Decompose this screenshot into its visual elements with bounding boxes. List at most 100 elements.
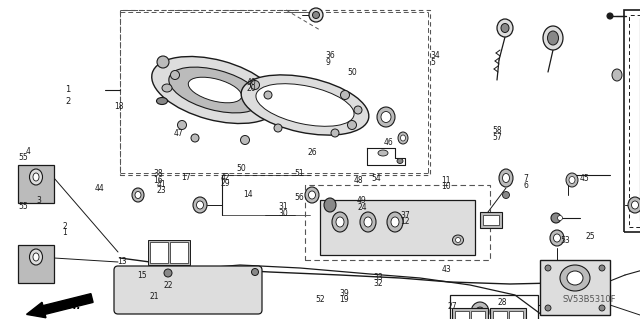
Ellipse shape	[497, 19, 513, 37]
Ellipse shape	[501, 24, 509, 33]
Ellipse shape	[33, 253, 39, 261]
Text: 16: 16	[154, 176, 163, 185]
Ellipse shape	[566, 173, 578, 187]
FancyBboxPatch shape	[114, 266, 262, 314]
Text: 37: 37	[400, 211, 410, 220]
Text: 57: 57	[493, 133, 502, 142]
Ellipse shape	[177, 121, 186, 130]
Text: 2: 2	[65, 98, 70, 107]
Text: 52: 52	[315, 295, 324, 304]
Ellipse shape	[401, 135, 406, 141]
Text: 46: 46	[384, 138, 394, 147]
Bar	[452, 308, 488, 319]
Ellipse shape	[241, 75, 369, 135]
Ellipse shape	[599, 305, 605, 311]
Ellipse shape	[554, 234, 561, 242]
Text: 56: 56	[294, 193, 304, 202]
Ellipse shape	[569, 176, 575, 183]
Ellipse shape	[360, 212, 376, 232]
Ellipse shape	[256, 84, 354, 126]
Ellipse shape	[29, 249, 42, 265]
Text: 50: 50	[348, 68, 357, 77]
Text: 6: 6	[524, 181, 529, 189]
Ellipse shape	[628, 197, 640, 213]
Ellipse shape	[398, 132, 408, 144]
Ellipse shape	[340, 91, 349, 100]
Ellipse shape	[391, 217, 399, 227]
Ellipse shape	[499, 169, 513, 187]
Ellipse shape	[364, 217, 372, 227]
Text: 47: 47	[174, 129, 184, 138]
Text: 50: 50	[237, 164, 246, 173]
Ellipse shape	[545, 265, 551, 271]
Bar	[471, 311, 485, 319]
Text: 32: 32	[373, 279, 383, 288]
Ellipse shape	[164, 269, 172, 277]
Text: 4: 4	[26, 147, 31, 156]
FancyArrow shape	[26, 293, 93, 318]
Text: 27: 27	[448, 302, 458, 311]
Ellipse shape	[169, 67, 261, 113]
Bar	[170, 242, 188, 263]
Text: 38: 38	[154, 169, 163, 178]
Ellipse shape	[377, 107, 395, 127]
Text: 42: 42	[221, 173, 230, 182]
Bar	[305, 185, 490, 260]
Text: 3: 3	[36, 196, 42, 205]
Text: 11: 11	[442, 176, 451, 185]
Text: 12: 12	[400, 217, 410, 226]
Ellipse shape	[157, 98, 168, 105]
Text: 36: 36	[325, 51, 335, 60]
Text: 33: 33	[373, 273, 383, 282]
Text: 9: 9	[325, 58, 330, 67]
Ellipse shape	[550, 230, 564, 246]
Ellipse shape	[567, 271, 583, 285]
Ellipse shape	[241, 136, 250, 145]
Ellipse shape	[551, 213, 561, 223]
Bar	[483, 215, 499, 225]
Ellipse shape	[193, 197, 207, 213]
Ellipse shape	[188, 77, 242, 103]
Text: 5: 5	[430, 58, 435, 67]
Text: 18: 18	[114, 102, 124, 111]
Ellipse shape	[152, 56, 278, 123]
Text: 55: 55	[18, 153, 28, 162]
Text: 29: 29	[221, 179, 230, 188]
Text: 7: 7	[524, 174, 529, 183]
Text: 28: 28	[498, 298, 508, 307]
Ellipse shape	[33, 173, 39, 181]
Text: 1: 1	[62, 228, 67, 237]
Bar	[490, 308, 526, 319]
Text: 24: 24	[357, 203, 367, 212]
Ellipse shape	[305, 187, 319, 203]
Text: 30: 30	[278, 209, 288, 218]
Text: 58: 58	[493, 126, 502, 135]
Text: 44: 44	[95, 184, 104, 193]
Bar	[320, 200, 475, 255]
Text: 1: 1	[65, 85, 70, 94]
Text: 45: 45	[579, 174, 589, 182]
Text: 2: 2	[62, 222, 67, 231]
Bar	[629, 15, 640, 227]
Ellipse shape	[29, 169, 42, 185]
Ellipse shape	[157, 56, 169, 68]
Ellipse shape	[632, 201, 639, 209]
Ellipse shape	[132, 188, 144, 202]
Text: 26: 26	[307, 148, 317, 157]
Ellipse shape	[324, 198, 336, 212]
Ellipse shape	[191, 134, 199, 142]
Ellipse shape	[547, 31, 559, 45]
Text: 49: 49	[357, 197, 367, 205]
Ellipse shape	[170, 70, 179, 79]
Text: 22: 22	[163, 281, 173, 290]
Ellipse shape	[309, 8, 323, 22]
Ellipse shape	[557, 216, 563, 220]
Text: 43: 43	[442, 265, 451, 274]
Text: 21: 21	[149, 292, 159, 301]
Ellipse shape	[381, 112, 391, 122]
Bar	[18, 245, 54, 283]
Bar	[480, 212, 502, 228]
Ellipse shape	[162, 84, 172, 92]
Bar	[120, 10, 430, 175]
Bar	[624, 10, 640, 232]
